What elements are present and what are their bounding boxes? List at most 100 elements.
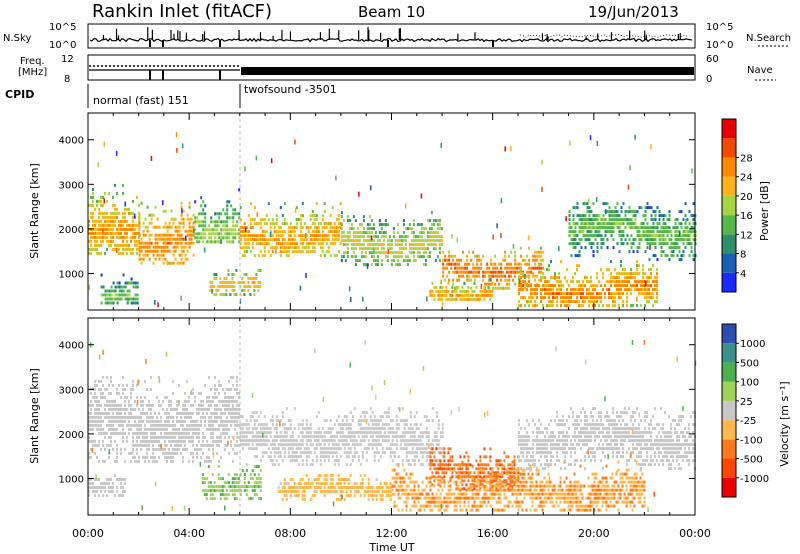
- data-cell: [239, 439, 242, 443]
- data-cell: [186, 233, 189, 237]
- data-cell: [307, 439, 310, 443]
- data-cell: [584, 222, 587, 226]
- data-cell: [126, 383, 128, 387]
- data-cell: [600, 296, 602, 300]
- data-cell: [144, 233, 147, 237]
- data-cell: [406, 235, 409, 239]
- data-cell: [94, 395, 96, 399]
- data-cell: [666, 234, 669, 238]
- data-cell: [241, 226, 244, 230]
- data-cell: [346, 251, 349, 255]
- data-cell: [118, 281, 121, 285]
- data-cell: [359, 415, 362, 419]
- data-cell: [375, 423, 378, 427]
- data-cell: [228, 236, 231, 240]
- data-cell: [226, 443, 228, 447]
- data-cell: [190, 423, 192, 427]
- data-cell: [112, 231, 114, 235]
- data-cell: [461, 487, 464, 491]
- data-cell: [315, 443, 318, 447]
- data-cell: [506, 286, 509, 290]
- data-cell: [455, 293, 458, 297]
- data-cell: [122, 243, 124, 247]
- data-cell: [301, 226, 304, 230]
- data-cell: [333, 254, 336, 258]
- data-cell: [257, 481, 260, 485]
- data-cell: [132, 285, 135, 289]
- data-cell: [142, 229, 145, 233]
- data-cell: [208, 236, 211, 240]
- data-cell: [186, 217, 189, 221]
- data-cell: [472, 266, 475, 270]
- data-cell: [604, 218, 607, 222]
- data-cell: [500, 266, 503, 270]
- data-cell: [164, 257, 167, 261]
- data-cell: [238, 435, 240, 439]
- data-cell: [184, 257, 187, 261]
- data-cell: [646, 284, 648, 288]
- data-cell: [540, 276, 542, 280]
- data-cell: [98, 399, 100, 403]
- data-cell: [182, 459, 184, 463]
- data-cell: [130, 301, 133, 305]
- data-cell: [370, 247, 373, 251]
- data-cell: [476, 270, 479, 274]
- data-cell: [331, 478, 334, 481]
- data-cell: [96, 411, 98, 415]
- data-cell: [222, 399, 224, 403]
- data-cell: [473, 479, 476, 483]
- data-cell: [231, 493, 234, 497]
- data-cell: [568, 242, 571, 246]
- data-cell: [293, 246, 296, 250]
- data-cell: [170, 241, 173, 245]
- data-cell: [285, 250, 288, 254]
- data-cell: [508, 274, 511, 278]
- data-cell: [122, 273, 125, 277]
- data-cell: [275, 415, 278, 419]
- data-cell: [578, 218, 581, 222]
- data-cell: [116, 281, 119, 285]
- data-cell: [219, 485, 222, 489]
- data-cell: [450, 254, 453, 258]
- data-cell: [475, 475, 478, 479]
- data-cell: [188, 415, 190, 419]
- data-cell: [211, 288, 213, 294]
- data-cell: [500, 233, 502, 238]
- data-cell: [210, 387, 212, 391]
- data-cell: [666, 230, 669, 234]
- data-cell: [588, 226, 591, 230]
- data-cell: [209, 485, 212, 489]
- data-cell: [158, 399, 160, 403]
- data-cell: [120, 482, 122, 485]
- data-cell: [204, 435, 206, 439]
- data-cell: [259, 497, 262, 501]
- data-cell: [329, 222, 332, 226]
- data-cell: [208, 459, 210, 463]
- data-cell: [636, 268, 638, 272]
- data-cell: [212, 220, 215, 224]
- data-cell: [210, 427, 212, 431]
- data-cell: [269, 419, 272, 423]
- data-cell: [232, 236, 235, 240]
- data-cell: [275, 451, 278, 455]
- data-cell: [255, 465, 258, 469]
- data-cell: [343, 498, 346, 501]
- data-cell: [236, 411, 238, 415]
- data-cell: [578, 280, 580, 284]
- data-cell: [636, 272, 638, 276]
- data-cell: [598, 234, 601, 238]
- data-cell: [354, 235, 357, 239]
- data-cell: [124, 247, 126, 251]
- data-cell: [116, 293, 119, 297]
- data-cell: [130, 427, 132, 431]
- data-cell: [108, 223, 110, 227]
- data-cell: [90, 482, 92, 485]
- data-cell: [164, 249, 167, 253]
- data-cell: [626, 242, 629, 246]
- data-cell: [128, 423, 130, 427]
- data-cell: [309, 498, 312, 501]
- data-cell: [485, 455, 488, 459]
- data-cell: [239, 206, 242, 210]
- data-cell: [396, 255, 399, 259]
- data-cell: [239, 423, 242, 427]
